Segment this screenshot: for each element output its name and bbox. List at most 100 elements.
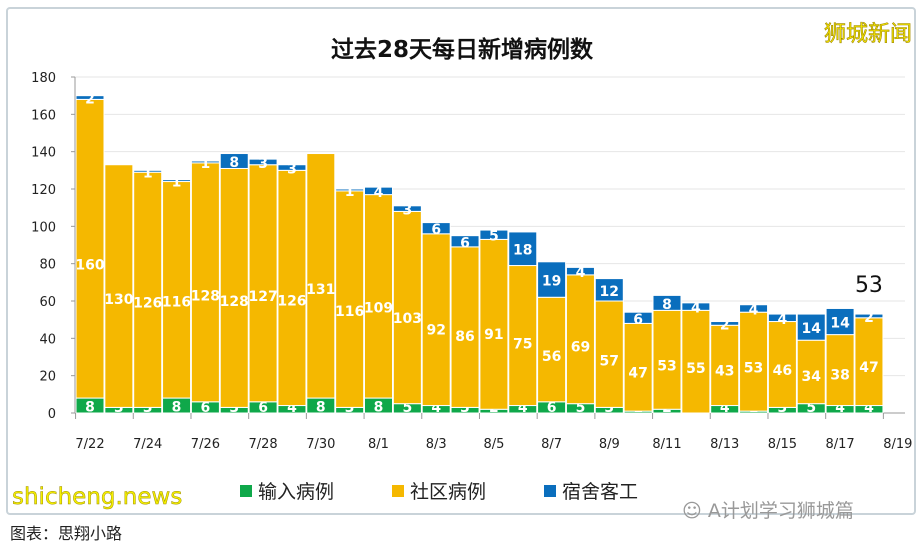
y-tick-label: 180 <box>31 71 56 86</box>
bar-segment <box>652 294 682 311</box>
data-label: 4 <box>431 400 441 416</box>
bar-segment <box>75 98 105 399</box>
chart-title: 过去28天每日新增病例数 <box>330 37 593 63</box>
bar-segment <box>162 179 192 183</box>
bar-segment <box>104 164 134 408</box>
y-tick-label: 20 <box>39 370 56 385</box>
data-label: 19 <box>542 274 561 290</box>
data-label: 109 <box>364 301 393 317</box>
data-label: 12 <box>600 284 619 300</box>
bar-segment <box>335 190 365 408</box>
data-label: 2 <box>85 92 95 108</box>
bar-segment <box>190 162 220 403</box>
bar-segment <box>364 186 393 196</box>
bar-segment <box>219 167 249 408</box>
data-label: 14 <box>830 316 850 332</box>
watermark-top: 狮城新闻 <box>823 22 913 48</box>
bar-segment <box>623 322 653 412</box>
data-label: 5 <box>806 400 816 416</box>
data-label: 8 <box>374 400 384 416</box>
data-label: 5 <box>576 400 586 416</box>
data-label: 69 <box>571 340 590 356</box>
data-label: 4 <box>518 400 528 416</box>
data-label: 57 <box>600 354 619 370</box>
data-label: 4 <box>576 265 586 281</box>
x-tick-label: 8/5 <box>483 437 504 452</box>
x-tick-label: 8/19 <box>883 437 912 452</box>
legend-label: 宿舍客工 <box>562 481 639 503</box>
legend-item-imported: 输入病例 <box>240 477 334 504</box>
data-label: 6 <box>201 400 211 416</box>
data-label: 5 <box>489 229 499 245</box>
data-label: 3 <box>287 162 297 178</box>
bar-segment <box>479 238 509 410</box>
data-label: 38 <box>830 368 849 384</box>
bar-segment <box>710 324 740 407</box>
bar-segment <box>508 231 538 267</box>
caption: 图表：思翔小路 <box>10 524 123 543</box>
bar-segment <box>219 153 249 169</box>
y-tick-label: 120 <box>31 183 56 198</box>
y-tick-label: 80 <box>39 258 56 273</box>
bar-segment <box>537 261 567 298</box>
bar-segment <box>392 210 422 405</box>
data-label: 8 <box>229 155 239 171</box>
data-label: 4 <box>864 400 874 416</box>
data-label: 126 <box>133 296 162 312</box>
data-label: 34 <box>802 369 822 385</box>
data-label: 56 <box>542 349 561 365</box>
data-label: 3 <box>778 400 788 416</box>
y-tick-label: 160 <box>31 108 56 123</box>
bar-segment <box>162 181 192 399</box>
data-label: 128 <box>191 288 220 304</box>
data-label: 75 <box>513 337 532 353</box>
data-label: 5 <box>402 400 412 416</box>
data-label: 116 <box>162 295 191 311</box>
data-label: 6 <box>460 235 470 251</box>
data-label: 2 <box>720 317 730 333</box>
data-label: 126 <box>277 294 306 310</box>
data-label: 4 <box>835 400 845 416</box>
data-label: 127 <box>248 289 277 305</box>
bar-segment <box>710 321 740 326</box>
data-label: 2 <box>864 310 874 326</box>
data-label: 1 <box>201 156 211 172</box>
x-tick-label: 8/11 <box>652 437 681 452</box>
bar-segment <box>450 246 480 408</box>
data-label: 86 <box>455 329 474 345</box>
watermark-bottom: shicheng.news <box>12 484 183 511</box>
wechat-watermark: ☺ A计划学习狮城篇 <box>682 500 854 522</box>
data-label: 4 <box>778 312 788 328</box>
y-tick-label: 60 <box>39 295 56 310</box>
data-label: 14 <box>802 321 822 337</box>
x-tick-label: 7/22 <box>75 437 104 452</box>
data-label: 6 <box>431 222 441 238</box>
bar-segment <box>364 194 393 399</box>
data-label: 4 <box>287 400 297 416</box>
bar-segment <box>594 300 624 408</box>
data-label: 8 <box>172 400 182 416</box>
data-label: 4 <box>374 185 384 201</box>
bar-segment <box>133 169 163 173</box>
annotation-total: 53 <box>855 273 883 298</box>
data-label: 1 <box>345 184 355 200</box>
data-label: 3 <box>604 400 614 416</box>
data-label: 103 <box>393 311 422 327</box>
bar-segment <box>392 205 422 212</box>
data-label: 131 <box>306 282 335 298</box>
bar-segment <box>248 158 278 166</box>
data-label: 128 <box>220 294 249 310</box>
bar-segment <box>767 321 797 408</box>
data-label: 3 <box>402 203 412 219</box>
data-label: 53 <box>657 359 676 375</box>
wechat-watermark-text: A计划学习狮城篇 <box>707 500 854 522</box>
data-label: 160 <box>75 258 104 274</box>
y-tick-label: 140 <box>31 146 56 161</box>
bar-segment <box>594 278 624 302</box>
bar-segment <box>508 265 538 407</box>
bar-segment <box>306 153 336 399</box>
data-label: 6 <box>633 312 643 328</box>
bar-segment <box>75 95 105 100</box>
bar-segment <box>537 296 567 403</box>
